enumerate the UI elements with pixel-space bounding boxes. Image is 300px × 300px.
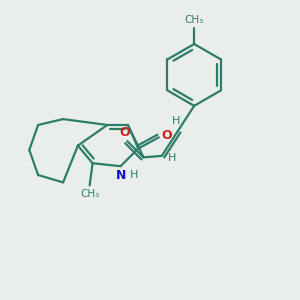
Text: N: N [116, 169, 126, 182]
Text: H: H [130, 170, 138, 180]
Text: O: O [161, 129, 172, 142]
Text: O: O [119, 126, 130, 139]
Text: H: H [168, 153, 176, 163]
Text: CH₃: CH₃ [80, 189, 99, 199]
Text: CH₃: CH₃ [184, 15, 204, 26]
Text: H: H [172, 116, 181, 126]
